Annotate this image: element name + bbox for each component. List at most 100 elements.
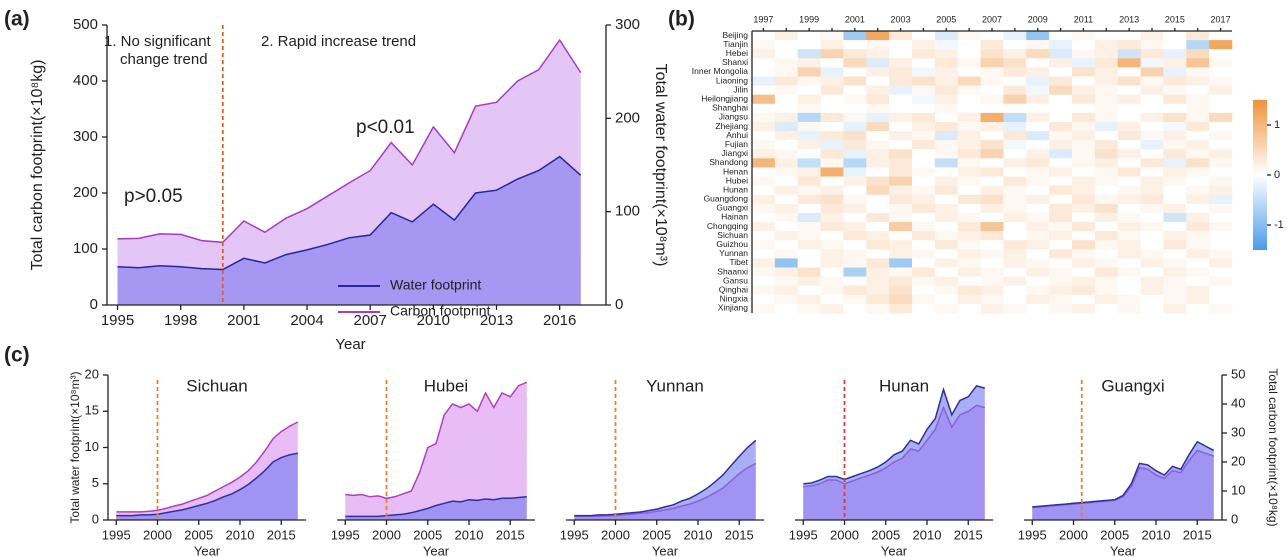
- heat-cell: [912, 203, 936, 214]
- heat-cell: [1163, 194, 1187, 205]
- heat-cell: [912, 131, 936, 141]
- heat-cell: [1026, 249, 1050, 259]
- heat-cell: [957, 194, 981, 205]
- heat-cell: [1186, 285, 1210, 296]
- series-line: [117, 38, 582, 244]
- heat-cell: [1209, 131, 1233, 141]
- heat-cell: [957, 40, 981, 50]
- col-label: 2011: [1074, 14, 1093, 24]
- heat-cell: [1094, 40, 1119, 50]
- heat-cell: [797, 31, 821, 41]
- heat-cell: [1026, 231, 1050, 241]
- heat-cell: [843, 121, 867, 132]
- heat-cell: [1049, 303, 1073, 314]
- colorbar-label: 0: [1274, 169, 1280, 181]
- heat-cell: [797, 185, 821, 196]
- heat-cell: [752, 103, 776, 114]
- heat-cell: [1209, 140, 1233, 150]
- heat-cell: [752, 140, 776, 150]
- heat-cell: [774, 176, 799, 186]
- heat-cell: [1049, 249, 1073, 259]
- heat-cell: [957, 149, 981, 159]
- heat-cell: [957, 212, 981, 223]
- heat-cell: [980, 185, 1004, 196]
- heat-cell: [1209, 103, 1233, 114]
- heat-cell: [1072, 167, 1096, 177]
- heat-cell: [980, 76, 1004, 86]
- heat-cell: [912, 194, 936, 205]
- heat-cell: [1186, 140, 1210, 150]
- heat-cell: [843, 40, 867, 50]
- heat-cell: [1049, 185, 1073, 196]
- heat-cell: [1117, 294, 1141, 305]
- heat-cell: [980, 167, 1004, 177]
- x-tick-label: 2000: [830, 527, 859, 542]
- heat-cell: [1094, 285, 1119, 296]
- heat-cell: [934, 276, 959, 287]
- heat-cell: [912, 58, 936, 68]
- heat-cell: [980, 49, 1004, 59]
- y2-tick-label: 50: [1231, 366, 1245, 381]
- heat-cell: [820, 194, 844, 205]
- heat-cell: [774, 85, 799, 95]
- heat-cell: [957, 31, 981, 41]
- heat-cell: [843, 131, 867, 141]
- heat-cell: [1186, 249, 1210, 259]
- heat-cell: [820, 103, 844, 114]
- heat-cell: [1186, 103, 1210, 114]
- heat-cell: [1140, 40, 1164, 50]
- row-label: Hainan: [721, 212, 748, 222]
- heat-cell: [843, 140, 867, 150]
- heat-cell: [912, 267, 936, 277]
- row-label: Shandong: [709, 157, 748, 167]
- heat-cell: [1163, 303, 1187, 314]
- heat-cell: [1140, 112, 1164, 123]
- heat-cell: [1026, 176, 1050, 186]
- heat-cell: [843, 185, 867, 196]
- heat-cell: [889, 167, 913, 177]
- x-tick-label: 2010: [913, 527, 942, 542]
- heat-cell: [912, 85, 936, 95]
- x-tick-label: 2005: [871, 527, 900, 542]
- heat-cell: [889, 267, 913, 277]
- annotation: change trend: [120, 51, 208, 68]
- heat-cell: [1026, 121, 1050, 132]
- heat-cell: [957, 167, 981, 177]
- heat-cell: [774, 267, 799, 277]
- heat-cell: [1117, 76, 1141, 86]
- heat-cell: [843, 103, 867, 114]
- heat-cell: [1049, 149, 1073, 159]
- heat-cell: [1117, 240, 1141, 250]
- col-label: 2013: [1119, 14, 1139, 24]
- heat-cell: [774, 140, 799, 150]
- row-label: Heilongjiang: [701, 93, 748, 103]
- heat-cell: [1117, 85, 1141, 95]
- row-label: Guizhou: [716, 239, 748, 249]
- heat-cell: [934, 49, 959, 59]
- heat-cell: [889, 58, 913, 68]
- heat-cell: [797, 40, 821, 50]
- heat-cell: [1140, 140, 1164, 150]
- heat-cell: [866, 58, 890, 68]
- heat-cell: [866, 203, 890, 214]
- heat-cell: [866, 103, 890, 114]
- heat-cell: [843, 249, 867, 259]
- heat-cell: [752, 303, 776, 314]
- heat-cell: [797, 176, 821, 186]
- heat-cell: [957, 203, 981, 214]
- heat-cell: [1026, 212, 1050, 223]
- heat-cell: [774, 231, 799, 241]
- heat-cell: [934, 67, 959, 77]
- heat-cell: [1140, 67, 1164, 77]
- heat-cell: [1140, 185, 1164, 196]
- heat-cell: [1163, 258, 1187, 268]
- heat-cell: [774, 276, 799, 287]
- heat-cell: [1094, 212, 1119, 223]
- heat-cell: [820, 167, 844, 177]
- heat-cell: [1140, 167, 1164, 177]
- heat-cell: [797, 258, 821, 268]
- heat-cell: [1026, 222, 1050, 232]
- heat-cell: [934, 121, 959, 132]
- heat-cell: [866, 194, 890, 205]
- heat-cell: [1049, 158, 1073, 168]
